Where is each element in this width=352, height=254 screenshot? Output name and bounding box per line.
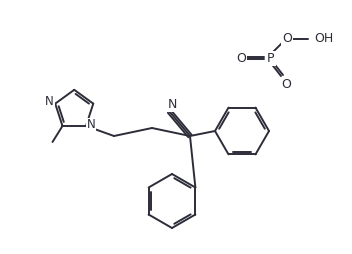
Text: O: O — [282, 31, 292, 44]
Text: N: N — [87, 119, 95, 132]
Text: N: N — [45, 95, 54, 108]
Text: O: O — [281, 78, 291, 91]
Text: N: N — [168, 98, 177, 111]
Text: OH: OH — [314, 31, 333, 44]
Text: O: O — [236, 52, 246, 65]
Text: P: P — [267, 52, 275, 65]
